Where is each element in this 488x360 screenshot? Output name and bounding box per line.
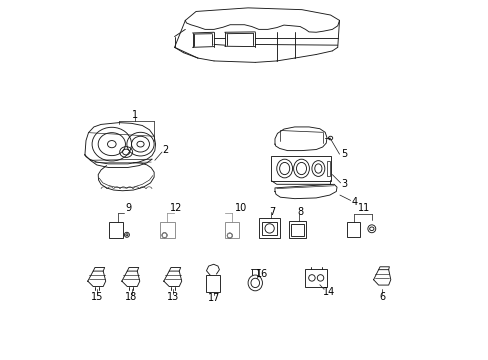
Text: 17: 17 <box>207 293 220 303</box>
Bar <box>326 161 329 176</box>
Text: 2: 2 <box>162 145 168 155</box>
Text: 8: 8 <box>296 207 303 217</box>
Text: 1: 1 <box>132 110 138 120</box>
Bar <box>160 222 174 238</box>
Bar <box>271 156 330 181</box>
Bar <box>258 219 279 238</box>
Bar <box>261 222 276 235</box>
Text: 10: 10 <box>234 203 246 213</box>
Bar <box>346 222 360 237</box>
Text: 5: 5 <box>340 149 346 159</box>
Bar <box>305 269 326 287</box>
Text: 9: 9 <box>124 203 131 213</box>
Text: 16: 16 <box>255 269 267 279</box>
Bar <box>109 222 123 238</box>
Text: 4: 4 <box>351 197 357 207</box>
Text: 7: 7 <box>269 207 275 217</box>
Bar <box>291 224 303 236</box>
Bar <box>288 221 305 238</box>
Text: 6: 6 <box>378 292 385 302</box>
Text: 12: 12 <box>170 203 182 213</box>
Text: 14: 14 <box>322 287 334 297</box>
Text: 11: 11 <box>357 203 369 213</box>
Bar <box>205 275 220 292</box>
Text: 3: 3 <box>341 179 346 189</box>
Text: 15: 15 <box>91 292 103 302</box>
Bar <box>224 222 239 238</box>
Text: 13: 13 <box>167 292 179 302</box>
Text: 18: 18 <box>125 292 138 302</box>
